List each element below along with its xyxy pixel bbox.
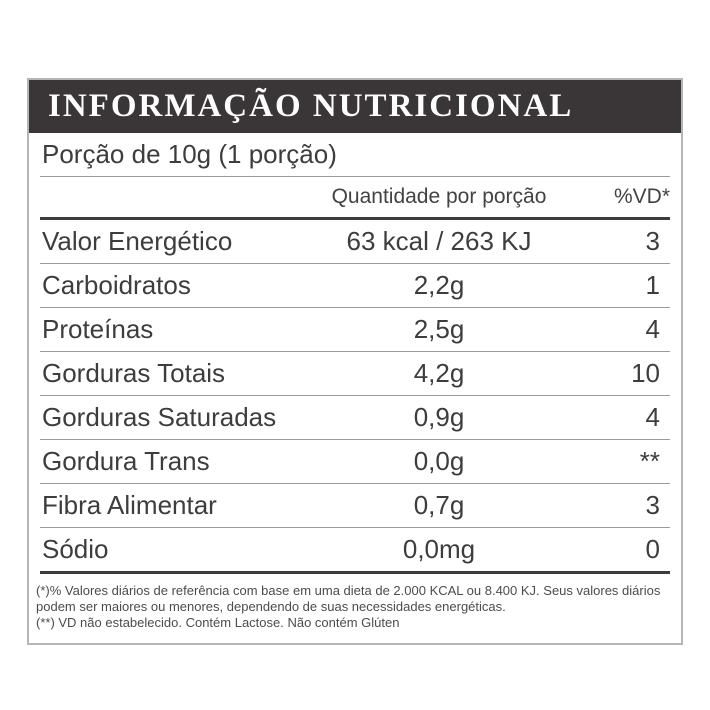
- footnote-daily-values: (*)% Valores diários de referência com b…: [36, 583, 661, 614]
- nutrient-quantity: 0,7g: [413, 490, 465, 520]
- nutrient-quantity: 2,5g: [413, 314, 465, 344]
- nutrient-quantity: 0,0g: [413, 446, 465, 476]
- nutrient-quantity: 4,2g: [413, 358, 465, 388]
- footnotes-divider: [40, 571, 670, 574]
- nutrient-name: Gorduras Saturadas: [42, 402, 277, 432]
- nutrient-name: Proteínas: [42, 314, 154, 344]
- table-row-gordura-trans: Gordura Trans 0,0g **: [40, 440, 670, 484]
- column-header-quantity: Quantidade por porção: [331, 185, 547, 208]
- nutrition-label-card: INFORMAÇÃO NUTRICIONAL Porção de 10g (1 …: [27, 78, 683, 645]
- label-title: INFORMAÇÃO NUTRICIONAL: [48, 88, 574, 124]
- table-row-fibra-alimentar: Fibra Alimentar 0,7g 3: [40, 484, 670, 528]
- nutrient-dv: **: [639, 446, 660, 476]
- nutrient-dv: 3: [645, 226, 660, 256]
- table-row-gorduras-totais: Gorduras Totais 4,2g 10: [40, 352, 670, 396]
- table-row-sodio: Sódio 0,0mg 0: [40, 528, 670, 571]
- column-header-dv: %VD*: [613, 185, 670, 208]
- nutrient-quantity: 2,2g: [413, 270, 465, 300]
- serving-row: Porção de 10g (1 porção): [40, 133, 670, 177]
- nutrient-dv: 3: [645, 490, 660, 520]
- footnote-vd-not-established: (**) VD não estabelecido. Contém Lactose…: [36, 615, 400, 630]
- nutrient-dv: 0: [645, 534, 660, 564]
- table-row-energia: Valor Energético 63 kcal / 263 KJ 3: [40, 220, 670, 264]
- nutrient-dv: 4: [645, 314, 660, 344]
- table-row-carboidratos: Carboidratos 2,2g 1: [40, 264, 670, 308]
- nutrition-table: Quantidade por porção %VD* Valor Energét…: [40, 177, 670, 571]
- nutrient-dv: 4: [645, 402, 660, 432]
- table-header-row: Quantidade por porção %VD*: [40, 177, 670, 220]
- table-row-gorduras-saturadas: Gorduras Saturadas 0,9g 4: [40, 396, 670, 440]
- title-bar: INFORMAÇÃO NUTRICIONAL: [29, 80, 681, 133]
- nutrient-name: Fibra Alimentar: [42, 490, 217, 520]
- nutrient-name: Carboidratos: [42, 270, 191, 300]
- nutrient-quantity: 63 kcal / 263 KJ: [346, 226, 532, 256]
- footnotes: (*)% Valores diários de referência com b…: [29, 574, 681, 643]
- nutrient-dv: 1: [645, 270, 660, 300]
- nutrient-quantity: 0,0mg: [402, 534, 476, 564]
- nutrient-name: Valor Energético: [42, 226, 233, 256]
- serving-size-text: Porção de 10g (1 porção): [42, 139, 337, 169]
- nutrient-name: Gorduras Totais: [42, 358, 226, 388]
- nutrient-name: Sódio: [42, 534, 109, 564]
- nutrient-dv: 10: [631, 358, 660, 388]
- nutrient-name: Gordura Trans: [42, 446, 210, 476]
- table-row-proteinas: Proteínas 2,5g 4: [40, 308, 670, 352]
- nutrient-quantity: 0,9g: [413, 402, 465, 432]
